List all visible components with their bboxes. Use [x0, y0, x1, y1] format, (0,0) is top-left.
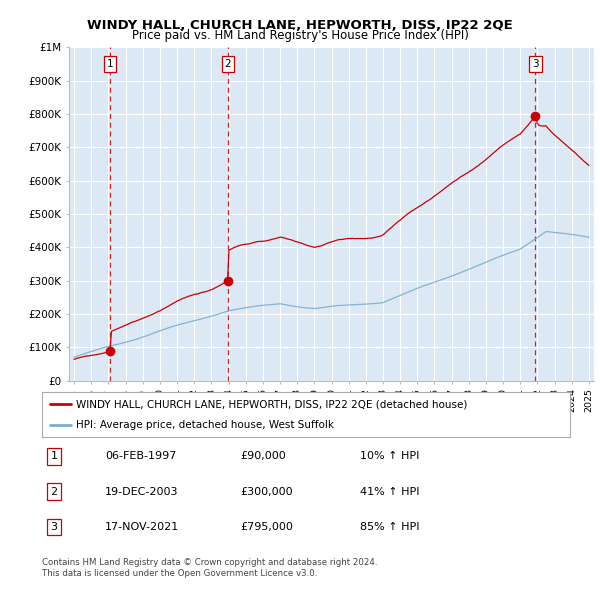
- Text: WINDY HALL, CHURCH LANE, HEPWORTH, DISS, IP22 2QE (detached house): WINDY HALL, CHURCH LANE, HEPWORTH, DISS,…: [76, 399, 467, 409]
- Text: 85% ↑ HPI: 85% ↑ HPI: [360, 522, 419, 532]
- Text: Price paid vs. HM Land Registry's House Price Index (HPI): Price paid vs. HM Land Registry's House …: [131, 30, 469, 42]
- Text: This data is licensed under the Open Government Licence v3.0.: This data is licensed under the Open Gov…: [42, 569, 317, 578]
- Text: 41% ↑ HPI: 41% ↑ HPI: [360, 487, 419, 497]
- Text: 19-DEC-2003: 19-DEC-2003: [105, 487, 179, 497]
- Text: £300,000: £300,000: [240, 487, 293, 497]
- Text: HPI: Average price, detached house, West Suffolk: HPI: Average price, detached house, West…: [76, 419, 334, 430]
- Text: Contains HM Land Registry data © Crown copyright and database right 2024.: Contains HM Land Registry data © Crown c…: [42, 558, 377, 566]
- Text: 1: 1: [50, 451, 58, 461]
- Text: £795,000: £795,000: [240, 522, 293, 532]
- Text: 2: 2: [50, 487, 58, 497]
- Text: 3: 3: [532, 59, 539, 69]
- Text: WINDY HALL, CHURCH LANE, HEPWORTH, DISS, IP22 2QE: WINDY HALL, CHURCH LANE, HEPWORTH, DISS,…: [87, 19, 513, 32]
- Text: 17-NOV-2021: 17-NOV-2021: [105, 522, 179, 532]
- Text: 3: 3: [50, 522, 58, 532]
- Text: 2: 2: [225, 59, 232, 69]
- Text: 06-FEB-1997: 06-FEB-1997: [105, 451, 176, 461]
- Text: 10% ↑ HPI: 10% ↑ HPI: [360, 451, 419, 461]
- Text: £90,000: £90,000: [240, 451, 286, 461]
- Text: 1: 1: [107, 59, 113, 69]
